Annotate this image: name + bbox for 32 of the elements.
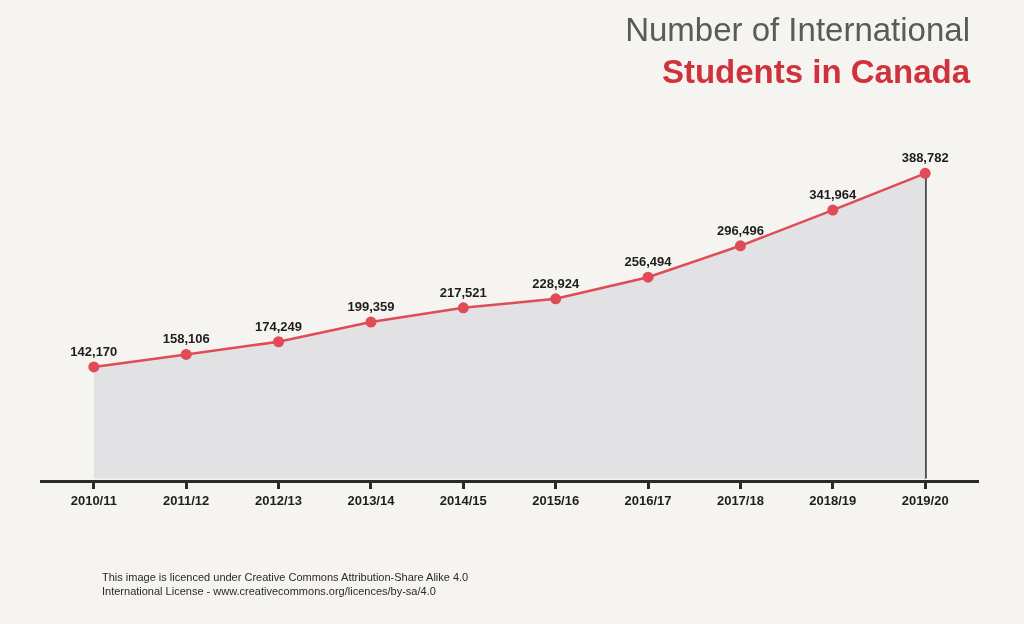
point — [273, 336, 285, 348]
point — [734, 240, 746, 252]
data-label: 217,521 — [439, 284, 487, 300]
data-label: 256,494 — [624, 254, 673, 270]
point — [180, 348, 192, 360]
point — [457, 302, 469, 314]
x-tick-label: 2016/17 — [624, 492, 672, 508]
text: This image is licenced under Creative Commons Attribution-Share Alike 4.0 International License - www.creativecommons.org/licences/by-sa/4.0 — [102, 571, 469, 598]
point — [550, 293, 562, 305]
data-label: 142,170 — [70, 343, 118, 359]
point — [827, 204, 839, 216]
x-tick-label: 2010/11 — [70, 492, 117, 508]
x-tick-label: 2014/15 — [439, 492, 487, 508]
data-label: 341,964 — [809, 186, 858, 202]
x-tick-label: 2011/12 — [163, 492, 210, 508]
x-tick-label: 2019/20 — [901, 492, 949, 508]
data-label: 388,782 — [901, 150, 949, 166]
data-label: 296,496 — [716, 222, 764, 238]
x-tick-label: 2015/16 — [532, 492, 580, 508]
data-label: 174,249 — [255, 318, 303, 334]
data-label: 228,924 — [532, 275, 580, 291]
point — [88, 361, 100, 373]
data-label: 199,359 — [347, 298, 395, 314]
x-tick-label: 2012/13 — [255, 492, 303, 508]
point — [365, 316, 377, 328]
x-tick-label: 2018/19 — [809, 492, 857, 508]
point — [642, 271, 654, 283]
x-tick-label: 2013/14 — [347, 492, 396, 508]
x-tick-label: 2017/18 — [716, 492, 764, 508]
data-label: 158,106 — [162, 331, 210, 347]
point — [919, 167, 931, 179]
chart-title: Number of International Students in Canada — [625, 10, 971, 91]
